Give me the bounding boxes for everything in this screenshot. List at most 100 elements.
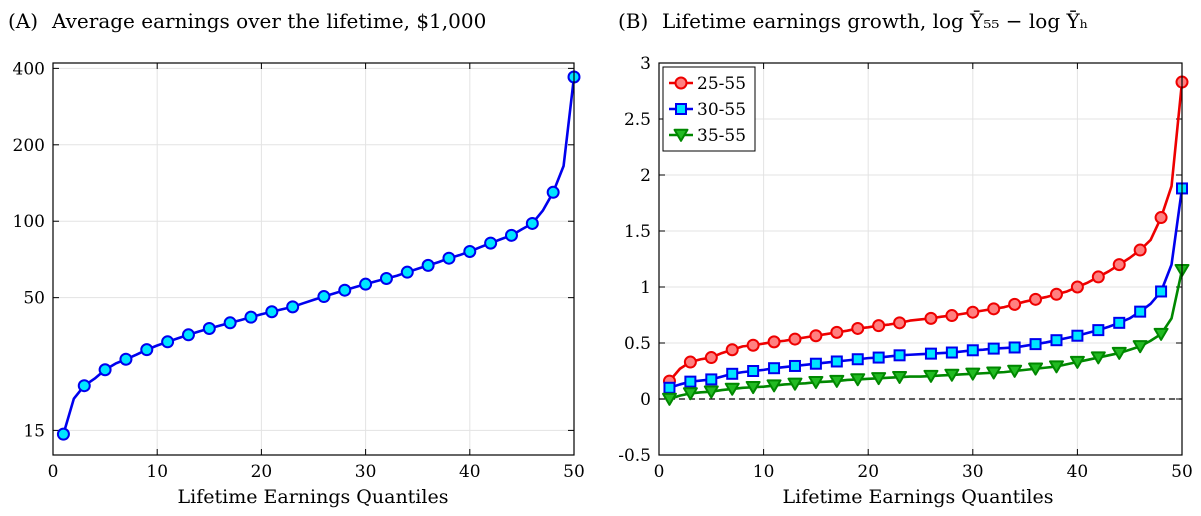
panel-b-xtick-label: 40	[1067, 462, 1089, 482]
panel-a-xtick-label: 20	[251, 462, 273, 482]
panel-b-series-30-55-point	[788, 359, 801, 372]
panel-a-series-1-point	[119, 352, 133, 366]
panel-b-series-35-55-point	[1132, 340, 1148, 354]
panel-b-series-35-55-point	[850, 373, 866, 387]
panel-b-series-25-55-point	[1112, 258, 1126, 272]
panel-b-series-35-55-point	[661, 392, 677, 406]
panel-b-series-25-55-point	[767, 335, 781, 349]
panel-a-series-1-point	[98, 363, 112, 377]
panel-a-xtick-label: 0	[48, 462, 59, 482]
panel-b-series-25-55-point	[1029, 292, 1043, 306]
panel-b-series-30-55-point	[1092, 324, 1105, 337]
panel-b-legend-marker	[673, 128, 689, 142]
panel-a-axes-frame	[52, 62, 575, 456]
panel-a-chart: 0 10 20 30 40 50 15 50 100 200 400	[13, 59, 585, 482]
panel-b-xtick-label: 10	[753, 462, 775, 482]
panel-b-series-30-55-point	[851, 353, 864, 366]
panel-b-series-25-55-point	[1049, 287, 1063, 301]
panel-a-series-1-point	[77, 379, 91, 393]
panel-b-series-35-55-point	[986, 366, 1002, 380]
panel-b-series-30-55-point	[768, 362, 781, 375]
panel-b-ytick-label: 0.5	[624, 334, 651, 354]
panel-b-series-30-55-point	[945, 346, 958, 359]
panel-a-series-1-point	[546, 185, 560, 199]
panel-b-series-35-55-point	[871, 372, 887, 386]
panel-b-series-30-55-point	[830, 355, 843, 368]
panel-a-series-1-point	[484, 236, 498, 250]
panel-b-series-35-55-point	[923, 369, 939, 383]
panel-a-series-1-point	[463, 244, 477, 258]
panel-b-series-30-55-point	[705, 373, 718, 386]
panel-b-series-25-55-point	[725, 343, 739, 357]
panel-b-series-30-55-point	[726, 367, 739, 380]
panel-a-ytick-label: 15	[23, 421, 45, 441]
panel-b-series-35-55-point	[965, 367, 981, 381]
panel-b-series-25-55-point	[851, 321, 865, 335]
panel-b-ytick-label: 2	[640, 166, 651, 186]
panel-b-series-35-55-point	[724, 382, 740, 396]
panel-b-legend-label: 30-55	[697, 100, 746, 120]
panel-b-series-35-55-point	[944, 368, 960, 382]
panel-b-legend-label: 35-55	[697, 126, 746, 146]
panel-a-series-1-point	[223, 316, 237, 330]
panel-b-series-35-55-point	[1153, 327, 1169, 341]
panel-a-series-1-point	[400, 265, 414, 279]
panel-b-xtick-label: 0	[654, 462, 665, 482]
panel-b-series-30-55-point	[1029, 338, 1042, 351]
panel-a-xtick-label: 10	[146, 462, 168, 482]
panel-a-ytick-label: 400	[13, 59, 45, 79]
panel-b-axes-frame	[658, 62, 1183, 456]
panel-b-series-25-55-point	[746, 338, 760, 352]
panel-a-ytick-label: 200	[13, 136, 45, 156]
panel-b-series-25-55-point	[945, 309, 959, 323]
panel-b-ytick-label: 2.5	[624, 110, 651, 130]
panel-a-series-1-point	[181, 328, 195, 342]
panel-b-series-35-55-point	[1028, 362, 1044, 376]
panel-b-xtick-label: 50	[1171, 462, 1193, 482]
panel-b-legend-marker	[675, 103, 687, 115]
panel-a-series-1-point	[338, 283, 352, 297]
panel-b-series-25-55-point	[987, 302, 1001, 316]
panel-a-xtick-label: 40	[459, 462, 481, 482]
panel-b-series-25-55-point	[966, 305, 980, 319]
panel-b-series-35-55-point	[829, 374, 845, 388]
panel-b-label: (B)	[618, 9, 648, 33]
panel-b-series-35-55-point	[808, 376, 824, 390]
panel-a-xtick-label: 50	[563, 462, 585, 482]
panel-a-series-1-point	[525, 216, 539, 230]
panel-a-ytick-label: 100	[13, 212, 45, 232]
panel-b-series-30-55-point	[987, 342, 1000, 355]
panel-b-series-30-55-point	[1008, 341, 1021, 354]
panel-b-series-25-55-point	[704, 351, 718, 365]
panel-b-series-35-55-point	[1069, 355, 1085, 369]
panel-b-series-25-55-point	[1091, 270, 1105, 284]
panel-b-legend-marker	[674, 76, 688, 90]
panel-b-series-25-55-point	[893, 316, 907, 330]
panel-b-series-30-55-point	[1071, 329, 1084, 342]
panel-b-series-30-55-point	[1050, 334, 1063, 347]
panel-a-series-1-point	[504, 228, 518, 242]
panel-b-series-30-55-point	[966, 344, 979, 357]
panel-a-plot-area	[53, 63, 574, 455]
panel-a-series-1-point	[161, 335, 175, 349]
panel-b-series-30-55-point	[663, 381, 676, 394]
panel-b-series-35-55-point	[1048, 360, 1064, 374]
panel-b-chart: 0 10 20 30 40 50-0.500.511.522.5325-5530-5535…	[618, 54, 1193, 482]
panel-b-series-30-55-point	[747, 365, 760, 377]
panel-a-label: (A)	[8, 9, 38, 33]
panel-a-series-1-point	[421, 258, 435, 272]
panel-b-series-25-55-point	[1154, 211, 1168, 225]
panel-b-ytick-label: 1	[640, 278, 651, 298]
panel-b-series-30-55-point	[893, 349, 906, 362]
panel-a-series-1-point	[442, 251, 456, 265]
panel-b-series-25-55-point	[1070, 280, 1084, 294]
panel-b-series-25-55-point	[809, 329, 823, 343]
panel-a-series-1-point	[56, 427, 70, 441]
panel-a-series-1-point	[140, 343, 154, 357]
panel-b-series-30-55-point	[924, 347, 937, 360]
panel-b-ytick-label: -0.5	[618, 446, 651, 466]
panel-b-series-35-55-point	[1090, 351, 1106, 365]
panel-b-series-35-55-point	[787, 377, 803, 391]
panel-b-series-35-55-point	[1007, 364, 1023, 378]
